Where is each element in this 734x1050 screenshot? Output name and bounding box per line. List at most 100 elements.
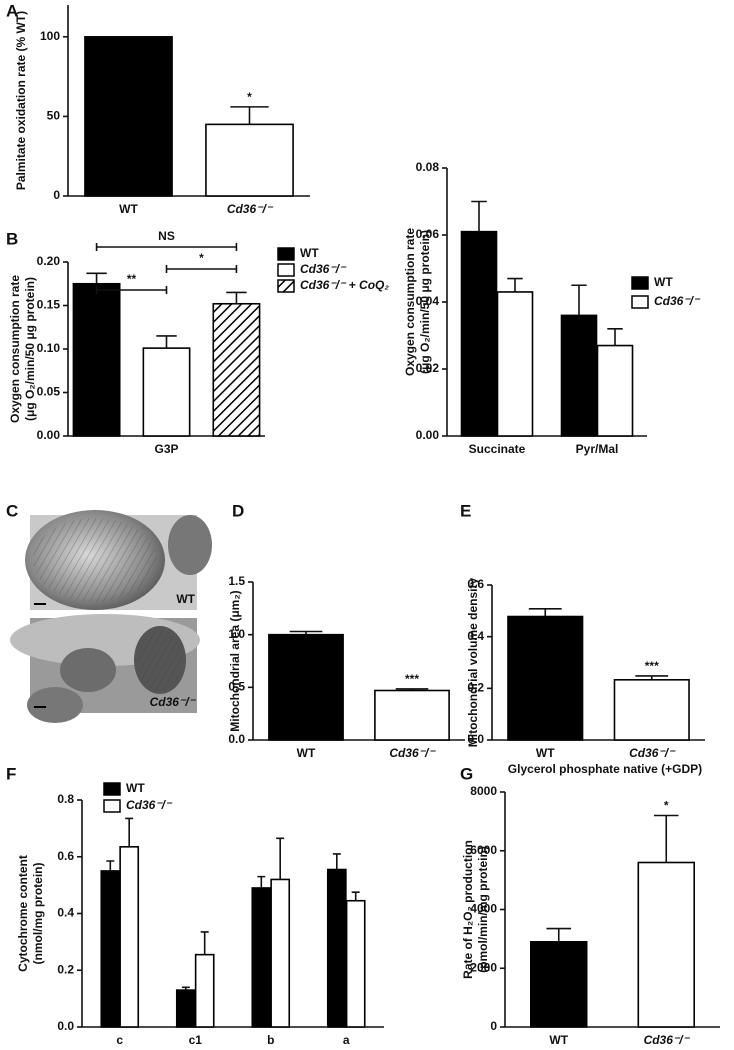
legend-label: WT xyxy=(126,781,145,795)
bar xyxy=(212,302,261,437)
bar xyxy=(496,291,534,437)
x-tick-label: WT xyxy=(297,746,316,760)
y-tick-label: 0.5 xyxy=(228,680,245,694)
x-tick-label: Pyr/Mal xyxy=(576,442,619,456)
legend-label: Cd36⁻/⁻ xyxy=(300,262,347,276)
bar xyxy=(72,282,121,437)
bar xyxy=(194,953,215,1028)
y-tick-label: 0.0 xyxy=(467,732,484,746)
y-tick-label: 0.15 xyxy=(37,298,61,312)
bar xyxy=(84,36,173,197)
legend-label: Cd36⁻/⁻ xyxy=(654,294,701,308)
comparison-bracket xyxy=(95,286,168,294)
significance-label: * xyxy=(247,90,252,104)
y-tick-label: 0.8 xyxy=(57,792,74,806)
significance-label: *** xyxy=(405,672,419,686)
legend-swatch xyxy=(277,247,295,261)
error-bar xyxy=(276,837,285,880)
chart-title: Glycerol phosphate native (+GDP) xyxy=(508,762,702,776)
y-tick-label: 0.04 xyxy=(416,294,440,308)
y-axis-label: Oxygen consumption rate xyxy=(8,275,22,423)
legend-swatch xyxy=(631,276,649,290)
y-tick-label: 0.6 xyxy=(467,577,484,591)
y-tick-label: 0 xyxy=(53,188,60,202)
bar xyxy=(529,941,588,1028)
y-axis-label: Mitochondrial volume density xyxy=(466,578,480,748)
x-tick-label: b xyxy=(267,1033,274,1047)
bar xyxy=(326,868,347,1028)
error-bar xyxy=(106,860,115,871)
legend-label: WT xyxy=(654,275,673,289)
bar xyxy=(142,347,191,437)
y-tick-label: 0.4 xyxy=(57,906,74,920)
error-bar xyxy=(200,931,209,955)
bar xyxy=(637,861,695,1028)
y-tick-label: 1.5 xyxy=(228,574,245,588)
bar xyxy=(175,989,196,1028)
error-bar xyxy=(125,817,134,847)
comparison-label: NS xyxy=(158,229,175,243)
y-tick-label: 0.00 xyxy=(416,428,440,442)
error-bar xyxy=(257,875,266,888)
panel-letter: A xyxy=(6,1,18,20)
bar xyxy=(374,689,450,741)
y-tick-label: 1.0 xyxy=(228,627,245,641)
legend-swatch xyxy=(103,782,121,796)
error-bar xyxy=(607,328,623,346)
panel-letter: F xyxy=(6,764,16,783)
y-tick-label: 0.00 xyxy=(37,428,61,442)
panel-letter: D xyxy=(232,501,244,520)
y-tick-label: 0.02 xyxy=(416,361,440,375)
y-tick-label: 0.4 xyxy=(467,629,484,643)
x-tick-label: WT xyxy=(119,202,138,216)
y-axis-label: (μg O₂/min/50 μg protein) xyxy=(23,277,37,421)
comparison-label: * xyxy=(199,251,204,265)
y-tick-label: 0 xyxy=(490,1019,497,1033)
y-axis-label: (μg O₂/min/50 μg protein) xyxy=(418,230,432,374)
error-bar xyxy=(230,106,269,125)
legend-label: Cd36⁻/⁻ + CoQ₂ xyxy=(300,278,389,292)
y-tick-label: 0.20 xyxy=(37,254,61,268)
error-bar xyxy=(653,814,679,863)
micrograph-ko xyxy=(10,614,200,723)
panel-letter: B xyxy=(6,229,18,248)
x-tick-label: a xyxy=(343,1033,350,1047)
x-tick-label: Succinate xyxy=(469,442,526,456)
legend-label: Cd36⁻/⁻ xyxy=(126,798,173,812)
panel-letter: C xyxy=(6,501,18,520)
comparison-bracket xyxy=(165,265,238,273)
error-bar xyxy=(471,200,487,232)
legend-label: WT xyxy=(300,246,319,260)
x-tick-label: G3P xyxy=(154,442,178,456)
panel-letter: G xyxy=(460,764,473,783)
bar xyxy=(205,123,294,197)
error-bar xyxy=(226,291,247,304)
y-tick-label: 8000 xyxy=(470,784,497,798)
comparison-label: ** xyxy=(127,272,137,286)
x-tick-label: Cd36⁻/⁻ xyxy=(227,202,274,216)
significance-label: *** xyxy=(645,659,659,673)
y-tick-label: 100 xyxy=(40,29,60,43)
x-tick-label: Cd36⁻/⁻ xyxy=(629,746,676,760)
error-bar xyxy=(156,335,177,349)
error-bar xyxy=(507,277,523,292)
y-axis-label: Oxygen consumption rate xyxy=(403,228,417,376)
significance-label: * xyxy=(664,799,669,813)
bar xyxy=(596,344,634,437)
legend-swatch xyxy=(631,295,649,309)
legend-swatch xyxy=(277,263,295,277)
x-tick-label: WT xyxy=(536,746,555,760)
error-bar xyxy=(86,272,107,284)
micrograph-label: WT xyxy=(176,592,195,606)
bar xyxy=(560,314,598,437)
y-tick-label: 0.05 xyxy=(37,385,61,399)
bar xyxy=(119,846,140,1028)
y-axis-label: (nmol/mg protein) xyxy=(31,863,45,965)
error-bar xyxy=(546,927,572,942)
x-tick-label: WT xyxy=(549,1033,568,1047)
error-bar xyxy=(332,853,341,870)
y-tick-label: 0.0 xyxy=(57,1019,74,1033)
error-bar xyxy=(571,284,587,316)
x-tick-label: Cd36⁻/⁻ xyxy=(389,746,436,760)
y-tick-label: 4000 xyxy=(470,902,497,916)
